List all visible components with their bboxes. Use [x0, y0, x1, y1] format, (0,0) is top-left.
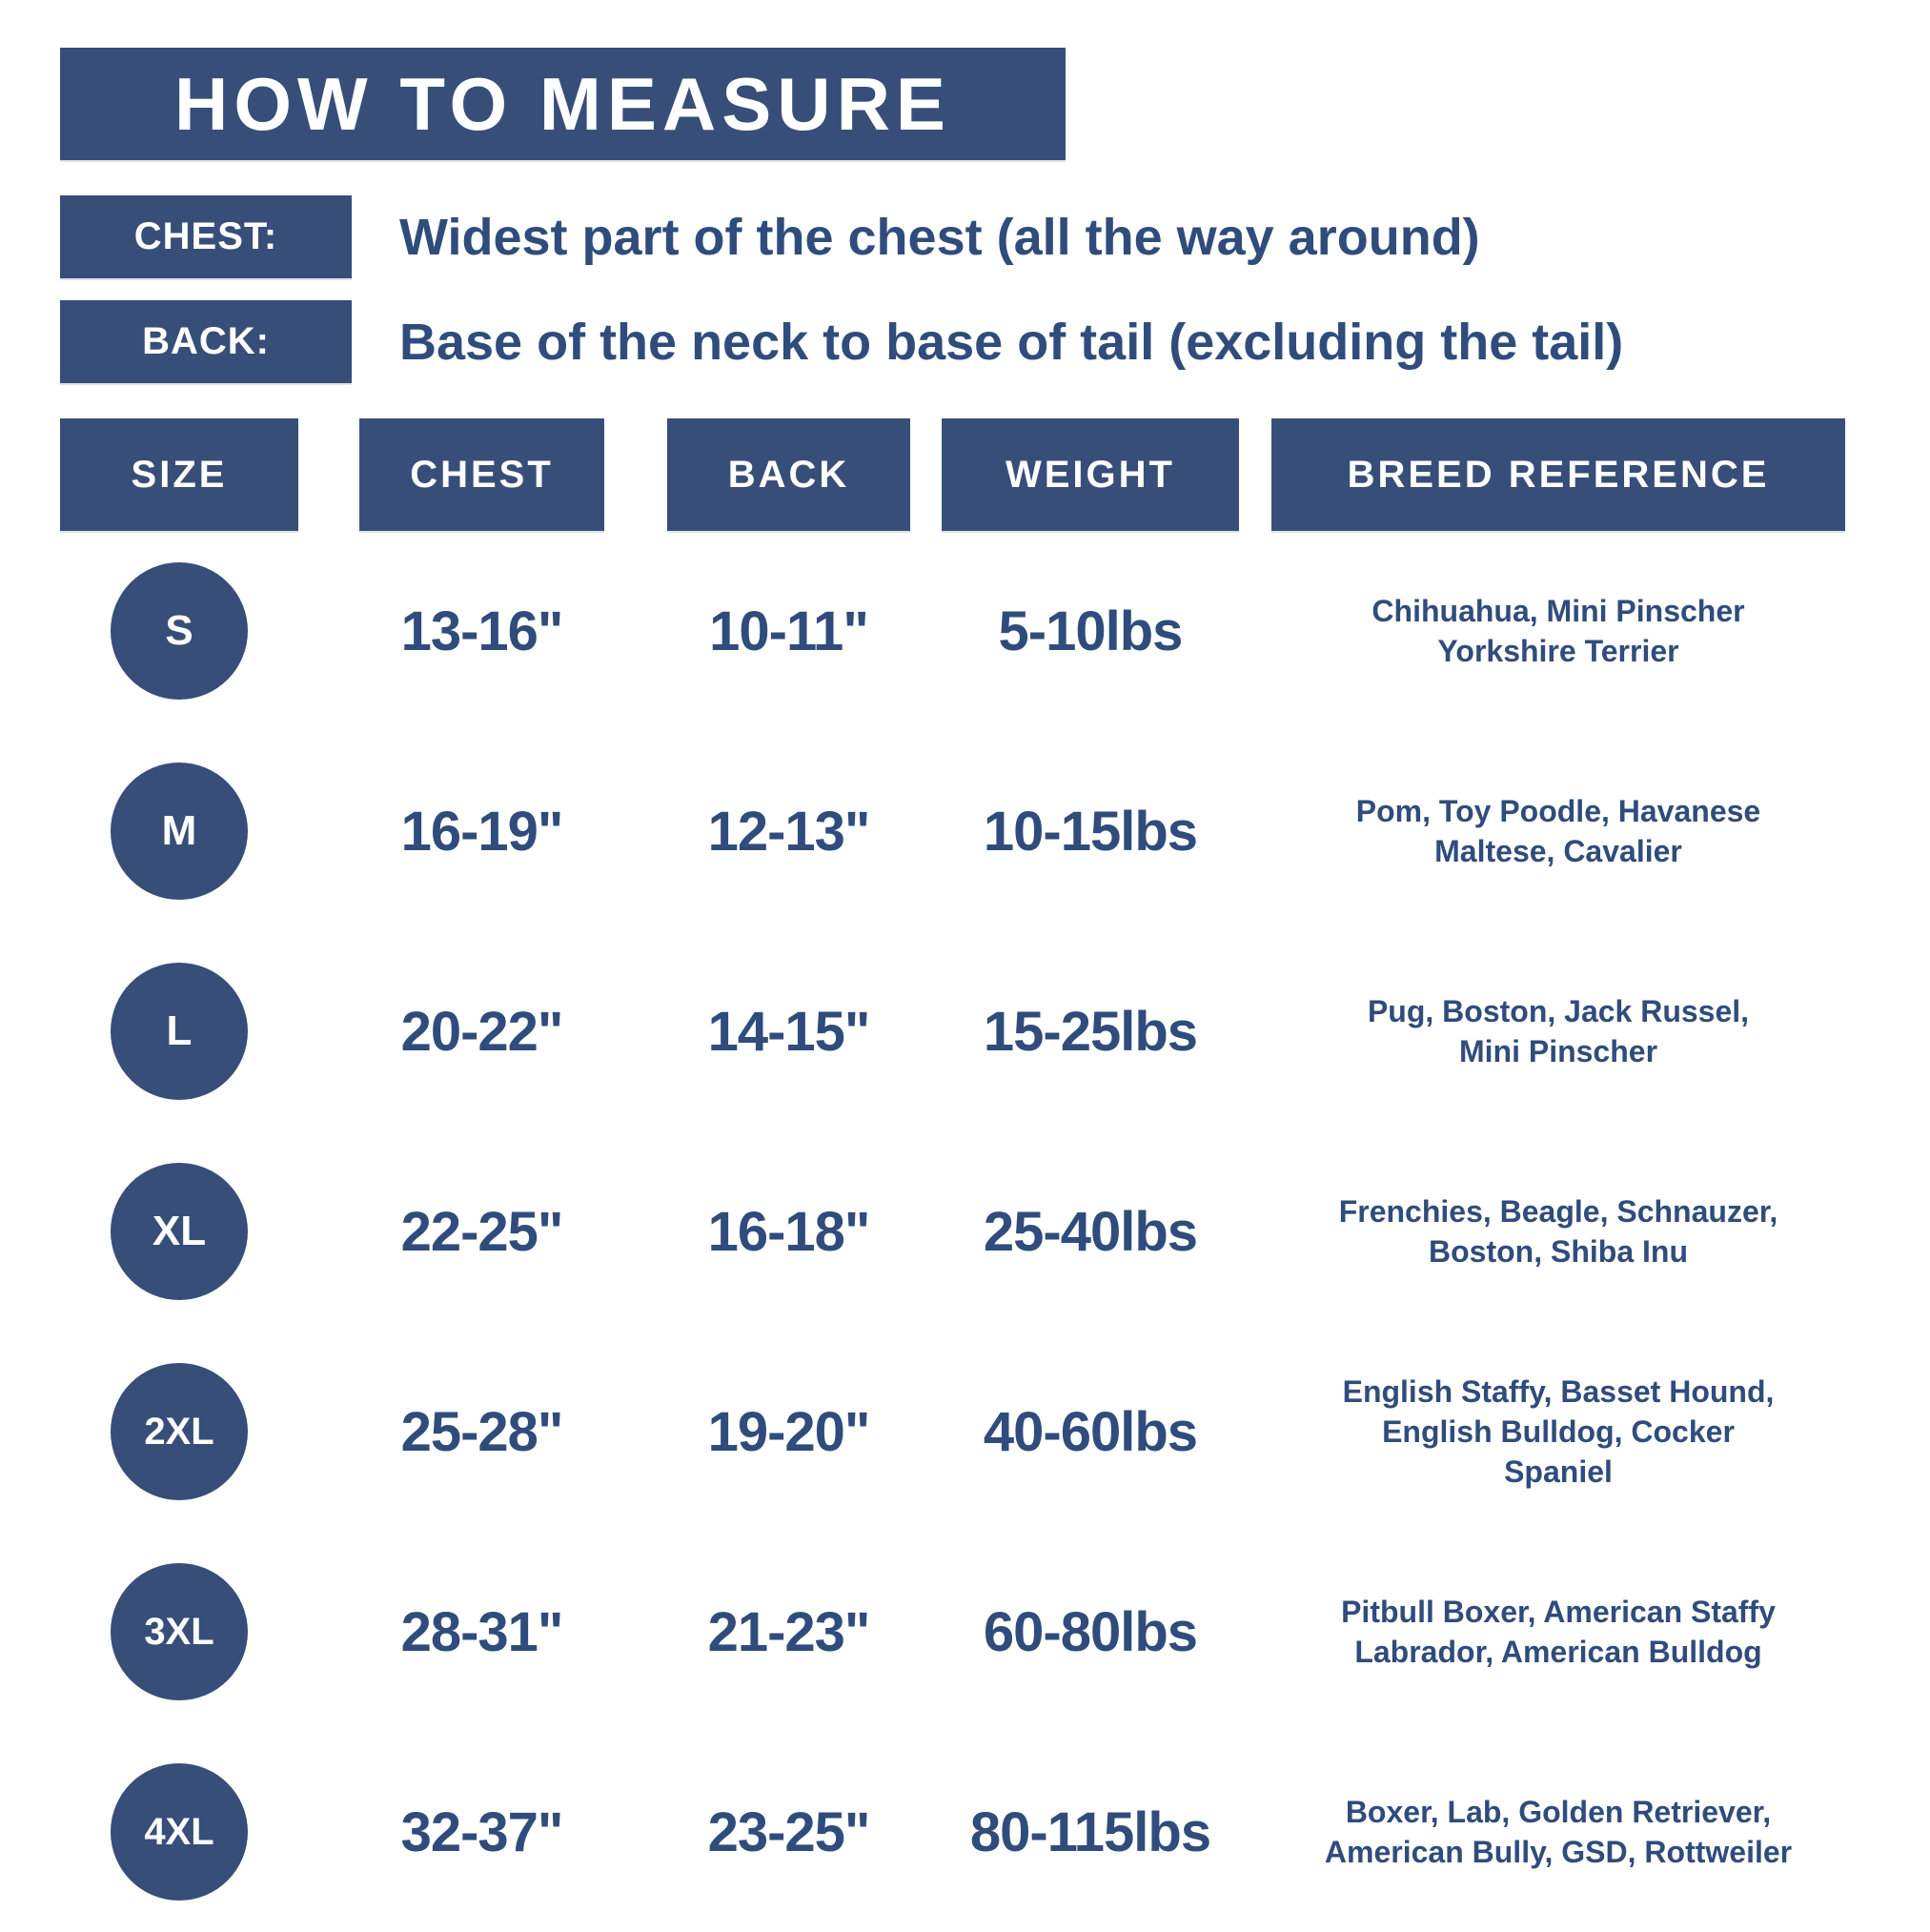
chest-value: 22-25" — [400, 1200, 564, 1263]
size-badge-label: M — [161, 807, 197, 854]
breed-reference-text: Frenchies, Beagle, Schnauzer, Boston, Sh… — [1338, 1193, 1778, 1269]
size-badge-label: S — [165, 607, 193, 654]
column-header-size: SIZE — [60, 418, 298, 531]
back-value: 21-23" — [707, 1600, 871, 1663]
breed-reference-text: English Staffy, Basset Hound, English Bu… — [1342, 1373, 1775, 1490]
back-instruction-text: Base of the neck to base of tail (exclud… — [399, 313, 1624, 371]
chest-value: 13-16" — [400, 600, 564, 662]
breed-reference-text: Boxer, Lab, Golden Retriever, American B… — [1324, 1794, 1793, 1869]
table-row-l: L 20-22" 14-15" 15-25lbs Pug, Boston, Ja… — [0, 931, 1930, 1131]
size-badge-label: 3XL — [144, 1610, 214, 1653]
column-header-weight-label: WEIGHT — [1006, 453, 1175, 496]
chest-instruction-text: Widest part of the chest (all the way ar… — [399, 208, 1480, 266]
size-badge-cell: 4XL — [60, 1732, 298, 1932]
column-header-back-label: BACK — [727, 453, 850, 496]
size-badge-label: 2XL — [144, 1410, 214, 1453]
back-value: 12-13" — [707, 800, 871, 863]
size-table-body: S 13-16" 10-11" 5-10lbs Chihuahua, Mini … — [0, 531, 1930, 1932]
chest-label-badge: CHEST: — [60, 195, 352, 278]
size-badge-cell: L — [60, 931, 298, 1131]
size-badge: S — [111, 562, 248, 700]
weight-value: 80-115lbs — [969, 1800, 1211, 1863]
size-badge-cell: 2XL — [60, 1332, 298, 1532]
back-value: 16-18" — [707, 1200, 871, 1263]
back-value: 10-11" — [709, 600, 869, 662]
title-banner: HOW TO MEASURE — [60, 48, 1066, 160]
page-title: HOW TO MEASURE — [174, 61, 951, 146]
column-header-breed-reference: BREED REFERENCE — [1271, 418, 1845, 531]
breed-reference-text: Chihuahua, Mini Pinscher Yorkshire Terri… — [1371, 593, 1745, 668]
column-header-weight: WEIGHT — [942, 418, 1239, 531]
size-badge: 2XL — [111, 1363, 248, 1500]
breed-reference-text: Pom, Toy Poodle, Havanese Maltese, Caval… — [1355, 793, 1761, 868]
chest-value: 25-28" — [400, 1400, 564, 1463]
column-header-back: BACK — [667, 418, 910, 531]
table-row-xl: XL 22-25" 16-18" 25-40lbs Frenchies, Bea… — [0, 1131, 1930, 1332]
table-row-m: M 16-19" 12-13" 10-15lbs Pom, Toy Poodle… — [0, 731, 1930, 931]
size-badge: XL — [111, 1163, 248, 1300]
column-header-size-label: SIZE — [131, 453, 228, 496]
weight-value: 40-60lbs — [983, 1400, 1198, 1463]
back-value: 19-20" — [707, 1400, 871, 1463]
back-label-badge: BACK: — [60, 300, 352, 383]
back-instruction-row: BACK: Base of the neck to base of tail (… — [60, 300, 1623, 383]
size-badge: 4XL — [111, 1763, 248, 1901]
chest-value: 16-19" — [400, 800, 564, 863]
weight-value: 60-80lbs — [983, 1600, 1198, 1663]
breed-reference-text: Pitbull Boxer, American Staffy Labrador,… — [1341, 1594, 1776, 1669]
size-badge: 3XL — [111, 1563, 248, 1700]
column-header-chest: CHEST — [359, 418, 604, 531]
table-row-3xl: 3XL 28-31" 21-23" 60-80lbs Pitbull Boxer… — [0, 1532, 1930, 1732]
table-row-4xl: 4XL 32-37" 23-25" 80-115lbs Boxer, Lab, … — [0, 1732, 1930, 1932]
size-badge-label: L — [166, 1007, 193, 1054]
column-header-breed-reference-label: BREED REFERENCE — [1347, 453, 1770, 496]
chest-label: CHEST: — [133, 215, 278, 257]
weight-value: 5-10lbs — [998, 600, 1184, 662]
breed-reference-text: Pug, Boston, Jack Russel, Mini Pinscher — [1367, 993, 1750, 1068]
chest-value: 20-22" — [400, 1000, 564, 1063]
size-badge-cell: 3XL — [60, 1532, 298, 1732]
chest-value: 32-37" — [400, 1800, 564, 1863]
table-row-s: S 13-16" 10-11" 5-10lbs Chihuahua, Mini … — [0, 531, 1930, 731]
back-value: 23-25" — [707, 1800, 871, 1863]
chest-value: 28-31" — [400, 1600, 564, 1663]
size-badge: L — [111, 963, 248, 1100]
size-badge-cell: M — [60, 731, 298, 931]
table-row-2xl: 2XL 25-28" 19-20" 40-60lbs English Staff… — [0, 1332, 1930, 1532]
column-header-chest-label: CHEST — [410, 453, 554, 496]
chest-instruction-row: CHEST: Widest part of the chest (all the… — [60, 195, 1480, 278]
weight-value: 15-25lbs — [983, 1000, 1198, 1063]
back-label: BACK: — [142, 320, 270, 362]
size-badge-label: 4XL — [144, 1810, 214, 1853]
table-header-row: SIZE CHEST BACK WEIGHT BREED REFERENCE — [0, 418, 1930, 531]
size-badge-cell: XL — [60, 1131, 298, 1332]
size-badge-label: XL — [152, 1208, 207, 1254]
weight-value: 10-15lbs — [983, 800, 1198, 863]
size-badge-cell: S — [60, 531, 298, 731]
weight-value: 25-40lbs — [983, 1200, 1198, 1263]
back-value: 14-15" — [707, 1000, 871, 1063]
size-badge: M — [111, 763, 248, 900]
